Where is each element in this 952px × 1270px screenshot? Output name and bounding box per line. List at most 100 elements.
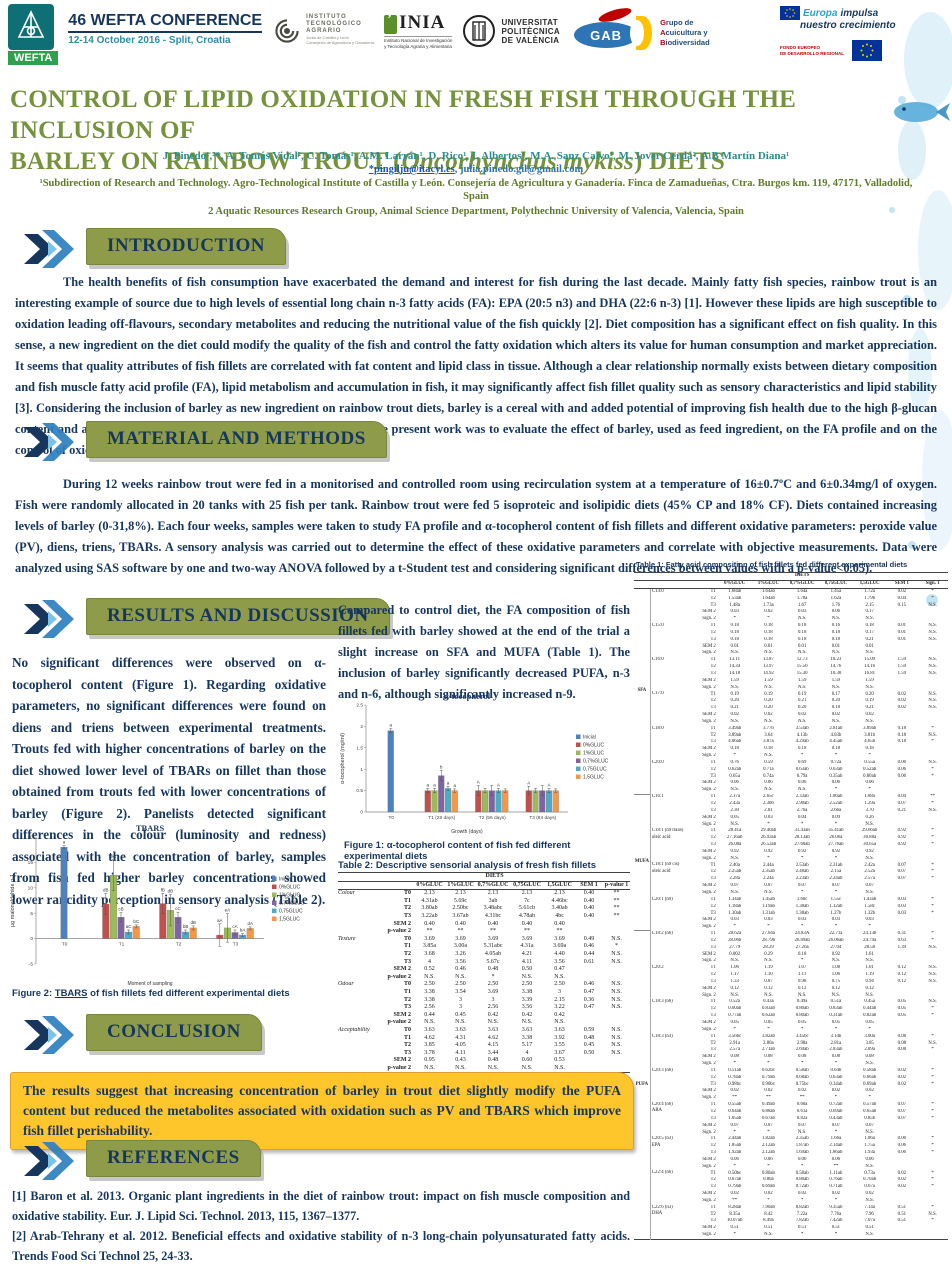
table2-container: DIETS 0%GLUC 1%GLUC 0,7%GLUC 0,75GLUC 1,5GLUC… <box>338 872 631 1074</box>
affiliation-2: 2 Aquatic Resources Research Group, Anim… <box>208 206 744 217</box>
row-label: SEM 2 <box>702 848 716 854</box>
row-label: T2 <box>710 1108 716 1114</box>
value-cell: 0.07 <box>831 883 841 889</box>
itacyl-subline: Consejería de Agricultura y Ganadería <box>306 40 375 45</box>
row-label: T3 <box>710 1115 716 1121</box>
value-cell: 10.30 <box>830 670 842 676</box>
value-cell: 3.26 <box>455 951 466 958</box>
value-cell: 2.81a <box>830 1040 842 1046</box>
value-cell: 0.31 <box>897 931 907 937</box>
value-cell: N.S. <box>928 1211 937 1217</box>
value-cell <box>917 1054 948 1061</box>
value-cell: 0.18 <box>897 739 907 745</box>
value-cell: 0.12 <box>797 985 807 991</box>
value-cell: 16.81 <box>864 670 876 676</box>
value-cell <box>917 1123 948 1130</box>
table-row: Colour T0 2.13 2.13 2.13 2.13 2.13 0.40 ** <box>338 890 630 898</box>
value-cell <box>887 753 918 760</box>
value-cell <box>917 753 948 760</box>
value-cell: 4.31 <box>455 1034 466 1041</box>
value-cell: 0.06 <box>865 780 874 786</box>
value-cell <box>917 1157 948 1164</box>
value-cell <box>917 821 948 828</box>
value-cell: 0.40 <box>424 920 435 927</box>
value-cell: 0.61a <box>796 1108 808 1114</box>
svg-text:15: 15 <box>28 860 34 866</box>
value-cell: 3.48abc <box>483 905 503 912</box>
value-cell <box>887 609 918 616</box>
row-label: SEM 2 <box>702 780 716 786</box>
column-header: SEM 1 <box>575 881 604 891</box>
value-cell: 0.51 <box>730 1225 739 1231</box>
value-cell: 13.97 <box>763 664 774 670</box>
svg-text:bB: bB <box>183 924 189 929</box>
value-cell: 3.56 <box>521 1004 533 1011</box>
value-cell: 0.002 <box>729 951 741 957</box>
value-cell: 0.06 <box>897 1150 907 1156</box>
value-cell: 0.52ab <box>863 766 877 772</box>
value-cell: 0.02 <box>865 1191 874 1197</box>
value-cell: 0.18 <box>730 746 739 752</box>
value-cell: 0.02 <box>897 1184 907 1190</box>
value-cell: 7.07a <box>864 1218 875 1224</box>
value-cell: 0.20 <box>865 691 874 697</box>
value-cell <box>917 890 948 897</box>
value-cell: 0.21 <box>865 705 874 711</box>
table-row: T3 27.79 28.29 27.26a 27.04 28.58 1.39 N.S. <box>634 945 948 952</box>
value-cell: * <box>733 1163 736 1169</box>
value-cell: 0.07 <box>865 883 874 889</box>
value-cell: N.S. <box>797 1129 807 1135</box>
table-row: T1 4.31ab 5.69c 3ab 7c 4.46bc 0.40 ** <box>338 898 630 906</box>
gab-crescent <box>630 16 653 50</box>
value-cell: 1.67 <box>797 602 807 608</box>
conference-title: 46 WEFTA CONFERENCE <box>68 12 263 33</box>
value-cell: 3.14b <box>830 1033 842 1039</box>
value-cell: 2.37a <box>729 794 740 800</box>
value-cell: 0.17 <box>865 629 874 635</box>
value-cell: * <box>834 924 838 930</box>
value-cell: 0.15 <box>897 602 907 608</box>
svg-text:0: 0 <box>360 810 363 816</box>
value-cell: 0.18 <box>764 629 773 635</box>
value-cell: 0.80a <box>763 1177 774 1183</box>
fatty-acid-label: C22:4 (n6) <box>649 1170 696 1205</box>
value-cell <box>887 958 918 965</box>
email-link[interactable]: *pingilju@itacyl.es <box>368 164 455 175</box>
value-cell: 4.06ab <box>728 739 742 745</box>
table2: DIETS 0%GLUC 1%GLUC 0,7%GLUC 0,75GLUC 1,5GLUC… <box>338 872 631 1072</box>
row-label: T1 <box>710 725 716 731</box>
value-cell: 2.66a <box>830 807 842 813</box>
value-cell: 0.02 <box>764 609 773 615</box>
value-cell: 0.69ab <box>761 1184 775 1190</box>
value-cell: * <box>767 1197 770 1203</box>
value-cell: 3.68 <box>424 951 435 958</box>
cell <box>650 580 696 589</box>
value-cell: * <box>834 1026 838 1032</box>
value-cell <box>917 849 948 856</box>
value-cell <box>887 1088 918 1095</box>
table2-caption: Table 2: Descriptive sensorial analysis … <box>338 860 597 871</box>
value-cell <box>917 1129 948 1136</box>
value-cell: 0.06 <box>764 1156 773 1162</box>
value-cell: 0.03 <box>897 896 907 902</box>
value-cell: 0.06 <box>897 773 907 779</box>
value-cell: * <box>733 924 736 930</box>
table-row: SEM 2 0.05 0.05 0.05 0.05 0.05 <box>634 1020 948 1027</box>
table-row: p-value 2 ** ** ** ** ** <box>338 928 630 936</box>
value-cell: N.S. <box>730 684 739 690</box>
reference-item: [3] García-Romero et al. 2014. Marine an… <box>12 1266 630 1270</box>
value-cell: 2.40a <box>729 862 740 868</box>
svg-text:1: 1 <box>360 767 363 773</box>
value-cell: 3 <box>459 996 462 1003</box>
value-cell: 0.07 <box>764 1122 773 1128</box>
svg-text:T2: T2 <box>176 942 182 948</box>
value-cell: 2.13 <box>455 890 466 897</box>
value-cell: 24.79a <box>863 937 877 943</box>
value-cell: 26.93ab <box>760 835 777 841</box>
svg-text:-5: -5 <box>29 962 34 968</box>
value-cell: 1.19ab <box>761 903 775 909</box>
value-cell: 0.80ab <box>795 1006 809 1012</box>
value-cell: 1.33 <box>730 978 739 984</box>
value-cell: N.S. <box>928 978 937 984</box>
value-cell: N.S. <box>865 616 874 622</box>
